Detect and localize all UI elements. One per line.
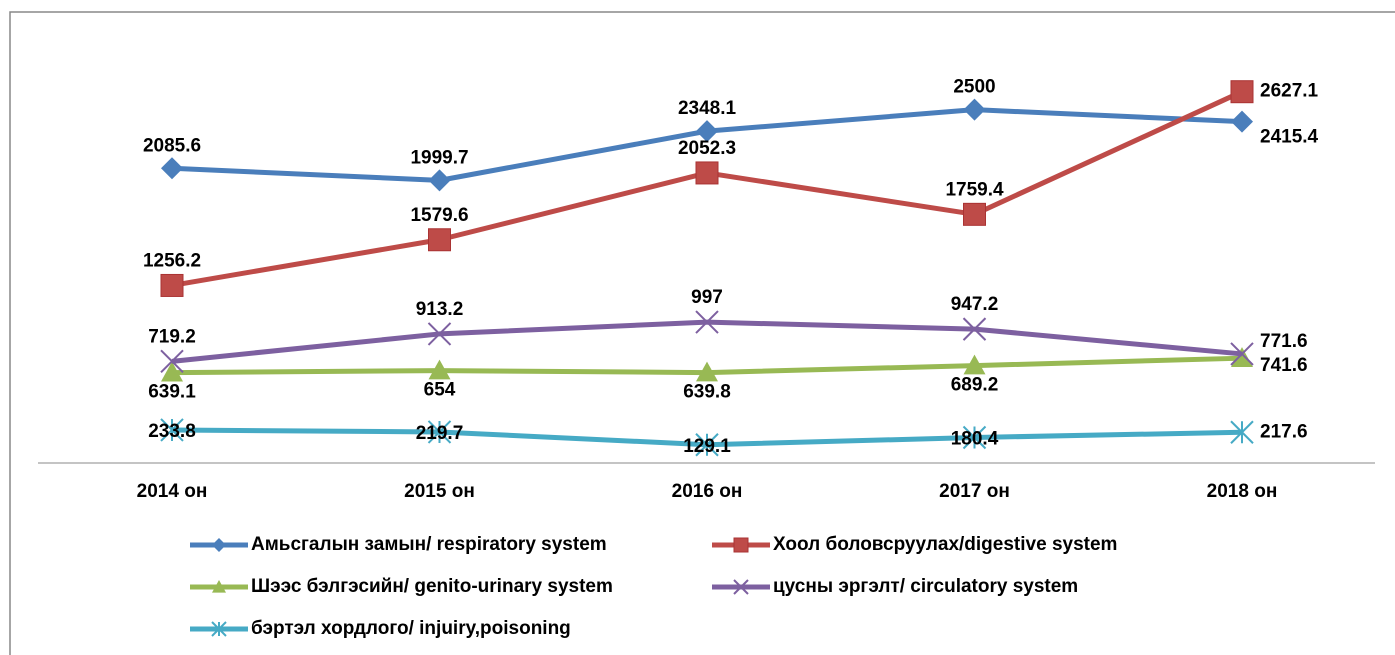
marker xyxy=(427,420,452,444)
data-label: 997 xyxy=(691,287,723,308)
marker xyxy=(733,579,749,595)
marker xyxy=(160,418,184,442)
marker xyxy=(428,359,451,380)
data-label: 639.8 xyxy=(683,382,731,403)
marker xyxy=(211,621,227,637)
data-label: 639.1 xyxy=(148,382,196,403)
legend-label: Хоол боловсруулах/digestive system xyxy=(773,534,1117,555)
data-label: 654 xyxy=(424,380,456,401)
data-label: 233.8 xyxy=(148,421,196,442)
legend-label: Амьсгалын замын/ respiratory system xyxy=(251,534,607,555)
marker xyxy=(733,537,749,553)
data-label: 947.2 xyxy=(951,294,999,315)
x-tick-label: 2014 он xyxy=(137,481,208,502)
marker xyxy=(1231,110,1253,133)
marker xyxy=(696,361,718,382)
data-label: 2052.3 xyxy=(678,138,736,159)
x-tick-label: 2016 он xyxy=(672,481,743,502)
marker xyxy=(695,433,719,457)
marker xyxy=(427,322,452,346)
data-label: 219.7 xyxy=(416,423,464,444)
data-label: 2415.4 xyxy=(1260,127,1319,148)
data-label: 1256.2 xyxy=(143,250,201,271)
marker xyxy=(696,120,718,143)
marker xyxy=(962,317,987,341)
marker xyxy=(212,538,226,552)
marker xyxy=(962,425,987,450)
data-label: 1999.7 xyxy=(410,147,468,168)
x-tick-label: 2017 он xyxy=(939,481,1010,502)
marker xyxy=(695,310,719,334)
data-label: 2500 xyxy=(953,77,995,98)
data-label: 2348.1 xyxy=(678,98,737,119)
legend-label: Шээс бэлгэсийн/ genito-urinary system xyxy=(251,576,613,597)
data-label: 2627.1 xyxy=(1260,81,1319,102)
data-label: 1579.6 xyxy=(410,205,468,226)
marker xyxy=(695,161,719,185)
marker xyxy=(160,273,184,297)
data-label: 689.2 xyxy=(951,375,999,396)
marker xyxy=(428,169,451,192)
marker xyxy=(212,580,226,593)
data-label: 741.6 xyxy=(1260,355,1308,376)
marker xyxy=(161,361,183,382)
marker xyxy=(963,202,986,226)
data-label: 180.4 xyxy=(951,429,999,450)
marker xyxy=(1230,420,1254,444)
data-label: 217.6 xyxy=(1260,421,1308,442)
x-tick-label: 2015 он xyxy=(404,481,475,502)
legend-label: бэртэл хордлого/ injuiry,poisoning xyxy=(251,618,571,639)
marker xyxy=(963,98,986,121)
marker xyxy=(1231,347,1253,367)
data-label: 1759.4 xyxy=(945,179,1004,200)
marker xyxy=(428,228,451,252)
data-label: 913.2 xyxy=(416,299,464,320)
data-label: 771.6 xyxy=(1260,331,1308,352)
marker xyxy=(1230,342,1254,366)
marker xyxy=(1230,80,1254,104)
data-label: 129.1 xyxy=(683,436,731,457)
x-tick-label: 2018 он xyxy=(1207,481,1278,502)
marker xyxy=(963,354,986,375)
marker xyxy=(161,157,183,180)
legend-label: цусны эргэлт/ circulatory system xyxy=(773,576,1078,597)
data-label: 2085.6 xyxy=(143,135,201,156)
data-label: 719.2 xyxy=(148,326,196,347)
marker xyxy=(160,349,184,374)
